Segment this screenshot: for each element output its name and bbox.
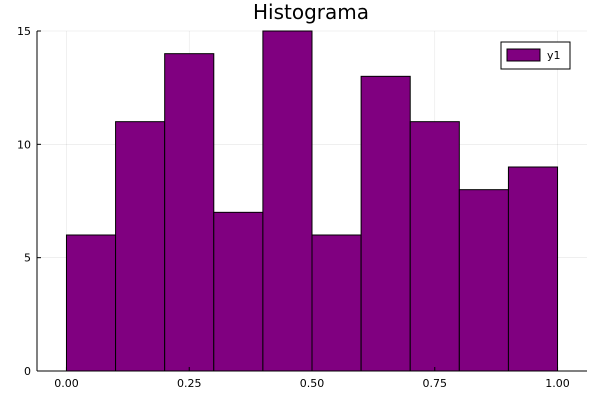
x-axis-ticks: 0.00 0.25 0.50 0.75 1.00 xyxy=(54,367,570,390)
y-tick-label: 15 xyxy=(17,25,31,38)
y-tick-label: 10 xyxy=(17,138,31,151)
histogram-bar xyxy=(65,234,117,372)
y-tick-label: 0 xyxy=(24,365,31,378)
histogram-bar xyxy=(311,234,362,372)
x-tick-label: 0.75 xyxy=(423,377,448,390)
histogram-bar xyxy=(213,211,264,372)
histogram-bar xyxy=(115,121,166,372)
histogram-bar xyxy=(164,53,215,372)
chart-title: Histograma xyxy=(253,0,369,24)
x-tick-label: 0.50 xyxy=(300,377,325,390)
histogram-bars xyxy=(65,30,559,372)
x-tick-label: 1.00 xyxy=(545,377,570,390)
histogram-bar xyxy=(262,30,313,372)
y-tick-label: 5 xyxy=(24,252,31,265)
x-tick-label: 0.00 xyxy=(54,377,79,390)
legend-swatch-y1 xyxy=(506,48,541,62)
histogram-bar xyxy=(507,166,559,372)
histogram-bar xyxy=(409,121,460,372)
histogram-bar xyxy=(360,75,411,372)
histogram-bar xyxy=(458,189,509,372)
legend: y1 xyxy=(500,41,571,70)
y-axis-ticks: 0 5 10 15 xyxy=(17,25,41,378)
legend-label-y1: y1 xyxy=(547,49,561,62)
x-tick-label: 0.25 xyxy=(177,377,202,390)
